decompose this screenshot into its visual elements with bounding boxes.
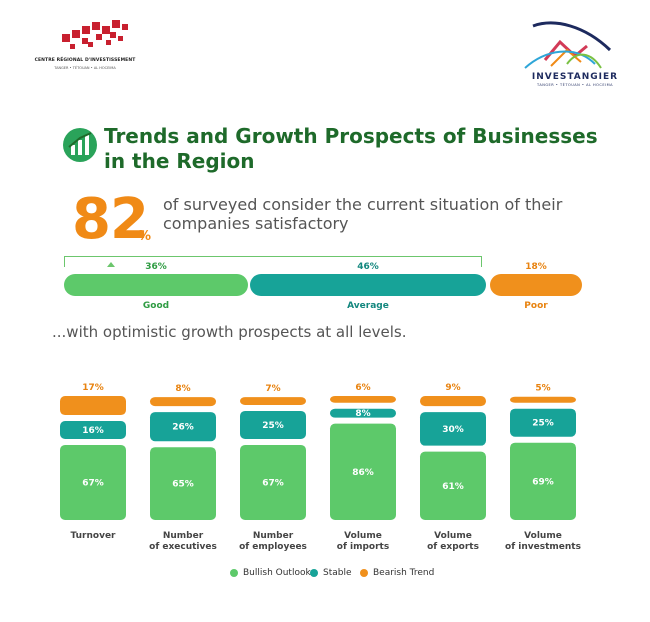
bar-value-label: 67% bbox=[82, 478, 104, 488]
category-label: of exports bbox=[427, 542, 479, 552]
bar-bearish-trend-1 bbox=[150, 397, 216, 407]
bar-bearish-trend-2 bbox=[240, 397, 306, 405]
average-segment bbox=[250, 274, 486, 296]
legend-marker-bullish bbox=[230, 568, 238, 577]
category-label: Volume bbox=[344, 531, 382, 541]
average-percent: 46% bbox=[357, 262, 379, 272]
bar-value-label: 17% bbox=[82, 383, 104, 393]
poor-label: Poor bbox=[524, 301, 548, 311]
bar-stable-3 bbox=[330, 408, 396, 418]
bar-bearish-trend-5 bbox=[510, 396, 576, 403]
bar-value-label: 6% bbox=[355, 383, 370, 393]
bar-bullish-outlook-3 bbox=[330, 423, 396, 520]
category-label: of investments bbox=[505, 542, 581, 552]
good-percent: 36% bbox=[145, 262, 167, 272]
bar-stable-0 bbox=[60, 421, 126, 439]
bar-bullish-outlook-4 bbox=[420, 451, 486, 520]
logo-square bbox=[122, 24, 128, 30]
bar-stable-5 bbox=[510, 408, 576, 437]
category-label: Volume bbox=[434, 531, 472, 541]
legend-marker-bearish bbox=[360, 568, 368, 577]
bar-bullish-outlook-2 bbox=[240, 444, 306, 520]
poor-segment bbox=[490, 274, 582, 296]
logo-square bbox=[92, 22, 100, 30]
logo-square bbox=[70, 44, 75, 49]
legend-label-bearish: Bearish Trend bbox=[373, 568, 435, 578]
bar-value-label: 26% bbox=[172, 423, 194, 433]
category-label: Number bbox=[163, 531, 204, 541]
logo-square bbox=[82, 26, 90, 34]
bar-stable-4 bbox=[420, 412, 486, 446]
good-label: Good bbox=[142, 301, 170, 311]
category-label: Volume bbox=[524, 531, 562, 541]
cri-logo-mark bbox=[62, 20, 132, 52]
bar-bullish-outlook-5 bbox=[510, 442, 576, 520]
section-subtitle: ...with optimistic growth prospects at a… bbox=[52, 323, 407, 341]
bar-value-label: 25% bbox=[262, 421, 284, 431]
legend-marker-stable bbox=[310, 568, 318, 577]
category-label: of imports bbox=[337, 542, 389, 552]
logo-square bbox=[110, 32, 116, 38]
bar-bearish-trend-4 bbox=[420, 396, 486, 407]
logo-square bbox=[106, 40, 111, 45]
investangier-logo-mark bbox=[524, 21, 612, 69]
logo-square bbox=[62, 34, 70, 42]
growth-chart-icon bbox=[62, 127, 98, 163]
cri-logo: CENTRE RÉGIONAL D'INVESTISSEMENT TANGER … bbox=[20, 20, 150, 80]
bar-value-label: 69% bbox=[532, 477, 554, 487]
category-label: Number bbox=[253, 531, 294, 541]
bar-value-label: 86% bbox=[352, 468, 374, 478]
logo-square bbox=[96, 34, 102, 40]
kpi-description: of surveyed consider the current situati… bbox=[163, 195, 563, 233]
bar-value-label: 67% bbox=[262, 478, 284, 488]
page-title: Trends and Growth Prospects of Businesse… bbox=[104, 124, 598, 173]
legend-item-bearish: Bearish Trend bbox=[360, 566, 434, 580]
satisfaction-bracket-pointer bbox=[107, 262, 115, 267]
logo-square bbox=[118, 36, 123, 41]
category-label: of executives bbox=[149, 542, 217, 552]
legend-label-stable: Stable bbox=[323, 568, 352, 578]
bar-value-label: 8% bbox=[355, 409, 370, 419]
kpi-value: 82 bbox=[72, 187, 149, 252]
logo-square bbox=[72, 30, 80, 38]
bar-value-label: 16% bbox=[82, 426, 104, 436]
legend-label-bullish: Bullish Outlook bbox=[243, 568, 311, 578]
bar-value-label: 8% bbox=[175, 384, 190, 394]
investangier-subtitle: TANGER • TÉTOUAN • AL HOCEIMA bbox=[536, 83, 614, 87]
bar-value-label: 65% bbox=[172, 480, 194, 490]
poor-percent: 18% bbox=[525, 262, 547, 272]
bar-stable-2 bbox=[240, 410, 306, 439]
chart-legend: Bullish Outlook Stable Bearish Trend bbox=[0, 566, 650, 582]
satisfaction-bracket bbox=[64, 256, 482, 267]
category-label: of employees bbox=[239, 542, 307, 552]
cri-logo-name: CENTRE RÉGIONAL D'INVESTISSEMENT bbox=[34, 58, 136, 63]
investangier-name: INVESTANGIER bbox=[531, 72, 619, 82]
legend-item-stable: Stable bbox=[310, 566, 352, 580]
logo-square bbox=[112, 20, 120, 28]
kpi-unit: % bbox=[138, 229, 152, 244]
bar-value-label: 9% bbox=[445, 383, 460, 393]
category-label: Turnover bbox=[71, 531, 117, 541]
bar-value-label: 7% bbox=[265, 384, 280, 394]
bar-value-label: 25% bbox=[532, 419, 554, 429]
logo-square bbox=[82, 38, 88, 44]
bar-value-label: 5% bbox=[535, 384, 550, 394]
legend-item-bullish: Bullish Outlook bbox=[230, 566, 311, 580]
bar-bullish-outlook-0 bbox=[60, 444, 126, 520]
logo-square bbox=[88, 42, 93, 47]
bar-bullish-outlook-1 bbox=[150, 447, 216, 520]
good-segment bbox=[64, 274, 248, 296]
logo-square bbox=[102, 26, 110, 34]
bar-bearish-trend-0 bbox=[60, 396, 126, 416]
bar-stable-1 bbox=[150, 412, 216, 442]
bar-value-label: 30% bbox=[442, 425, 464, 435]
cri-logo-subtitle: TANGER • TÉTOUAN • AL HOCEIMA bbox=[54, 66, 116, 70]
investangier-logo: INVESTANGIER TANGER • TÉTOUAN • AL HOCEI… bbox=[515, 20, 635, 90]
average-label: Average bbox=[347, 301, 389, 311]
bar-bearish-trend-3 bbox=[330, 396, 396, 403]
bar-value-label: 61% bbox=[442, 482, 464, 492]
